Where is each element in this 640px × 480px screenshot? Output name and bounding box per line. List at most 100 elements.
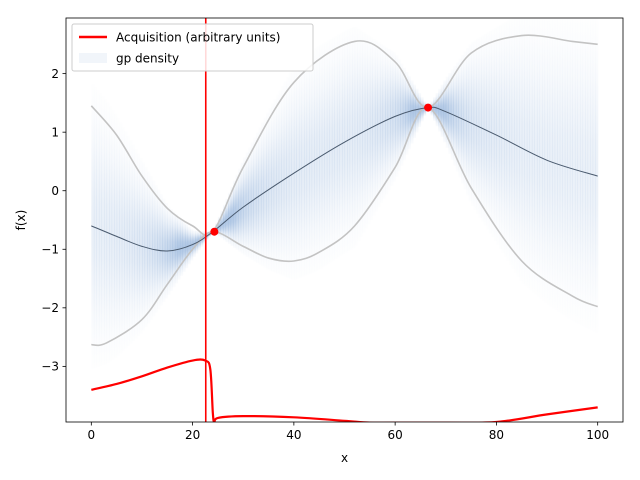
y-tick-label: −2 [41,301,59,315]
density-strip [179,219,184,276]
density-strip [534,18,538,295]
density-strip [362,32,366,233]
mean-line [91,106,598,252]
series-lines [90,18,598,422]
density-strip [172,211,176,288]
observation-point [210,227,219,236]
density-strip [544,18,548,304]
density-strip [572,18,576,322]
density-strip [177,216,181,280]
density-strip [397,59,401,172]
density-strip [182,221,186,272]
density-strip [159,194,163,306]
y-axis-label: f(x) [14,210,28,231]
density-strip [521,18,525,285]
density-strip [152,180,156,317]
density-strip [379,43,384,203]
density-strip [382,45,386,199]
density-strip [430,101,434,116]
density-strip [185,224,189,269]
x-axis: 0 20 40 60 80 100 [87,422,609,442]
density-strip [149,176,153,320]
density-strip [352,26,356,249]
density-strip [311,50,315,273]
density-strip [433,97,437,121]
density-strip [316,46,320,271]
density-strip [440,84,444,137]
density-strip [357,28,361,242]
y-tick-label: 2 [51,67,59,81]
density-strip [524,18,528,287]
density-strip [314,48,318,272]
density-strip [263,117,267,268]
density-strip [321,43,325,268]
legend: Acquisition (arbitrary units) gp density [71,23,314,72]
x-tick-label: 20 [185,428,200,442]
y-tick-label: −3 [41,360,59,374]
density-strip [377,42,381,208]
density-strip [329,39,333,263]
density-strip [367,35,371,225]
x-tick-label: 0 [87,428,95,442]
observation-point [424,103,433,112]
x-tick-label: 100 [586,428,609,442]
density-strip [547,18,551,306]
axes-frame [65,17,624,423]
density-strip [435,93,439,127]
density-strip [567,18,571,319]
legend-gp-density-label: gp density [116,52,179,66]
density-strip [402,67,406,161]
acquisition-line [91,358,598,422]
density-strip [147,171,151,324]
density-strip [410,80,414,144]
density-strip [438,88,442,132]
density-strip [273,99,277,273]
density-strip [529,18,533,291]
density-strip [541,18,546,302]
density-strip [374,40,379,212]
x-tick-label: 80 [489,428,504,442]
density-strip [169,209,173,291]
density-strip [516,18,520,277]
density-strip [569,18,573,321]
density-strip [387,48,391,191]
legend-acquisition-label: Acquisition (arbitrary units) [116,31,280,45]
density-strip [326,40,330,264]
density-strip [369,37,373,221]
density-strip [157,189,161,310]
density-strip [372,38,376,216]
density-strip [519,18,523,281]
legend-box [71,23,314,72]
density-strip [154,185,158,313]
x-axis-label: x [341,451,348,465]
density-strip [407,76,411,150]
upper-bound-line [90,34,598,237]
density-strip [319,44,323,269]
density-strip [258,127,262,265]
density-strip [539,18,543,299]
density-strip [531,18,535,293]
x-tick-label: 60 [387,428,402,442]
density-strip [415,88,419,133]
y-axis: −3 −2 −1 0 1 2 [41,67,66,374]
density-strip [271,103,275,272]
y-tick-label: 0 [51,184,59,198]
density-strip [255,132,260,264]
density-strip [526,18,530,289]
density-strip [359,30,363,237]
lower-bound-line [91,106,598,347]
density-strip [354,27,358,246]
density-strip [266,112,270,270]
density-strip [364,33,368,229]
density-strip [162,198,166,303]
density-strip [412,84,416,139]
density-strip [536,18,541,297]
legend-gp-density-swatch [79,53,107,63]
density-strip [405,71,409,155]
density-strip [260,122,265,267]
y-tick-label: 1 [51,125,59,139]
density-strip [400,63,404,166]
density-strip [417,92,422,127]
density-strip [385,47,389,195]
